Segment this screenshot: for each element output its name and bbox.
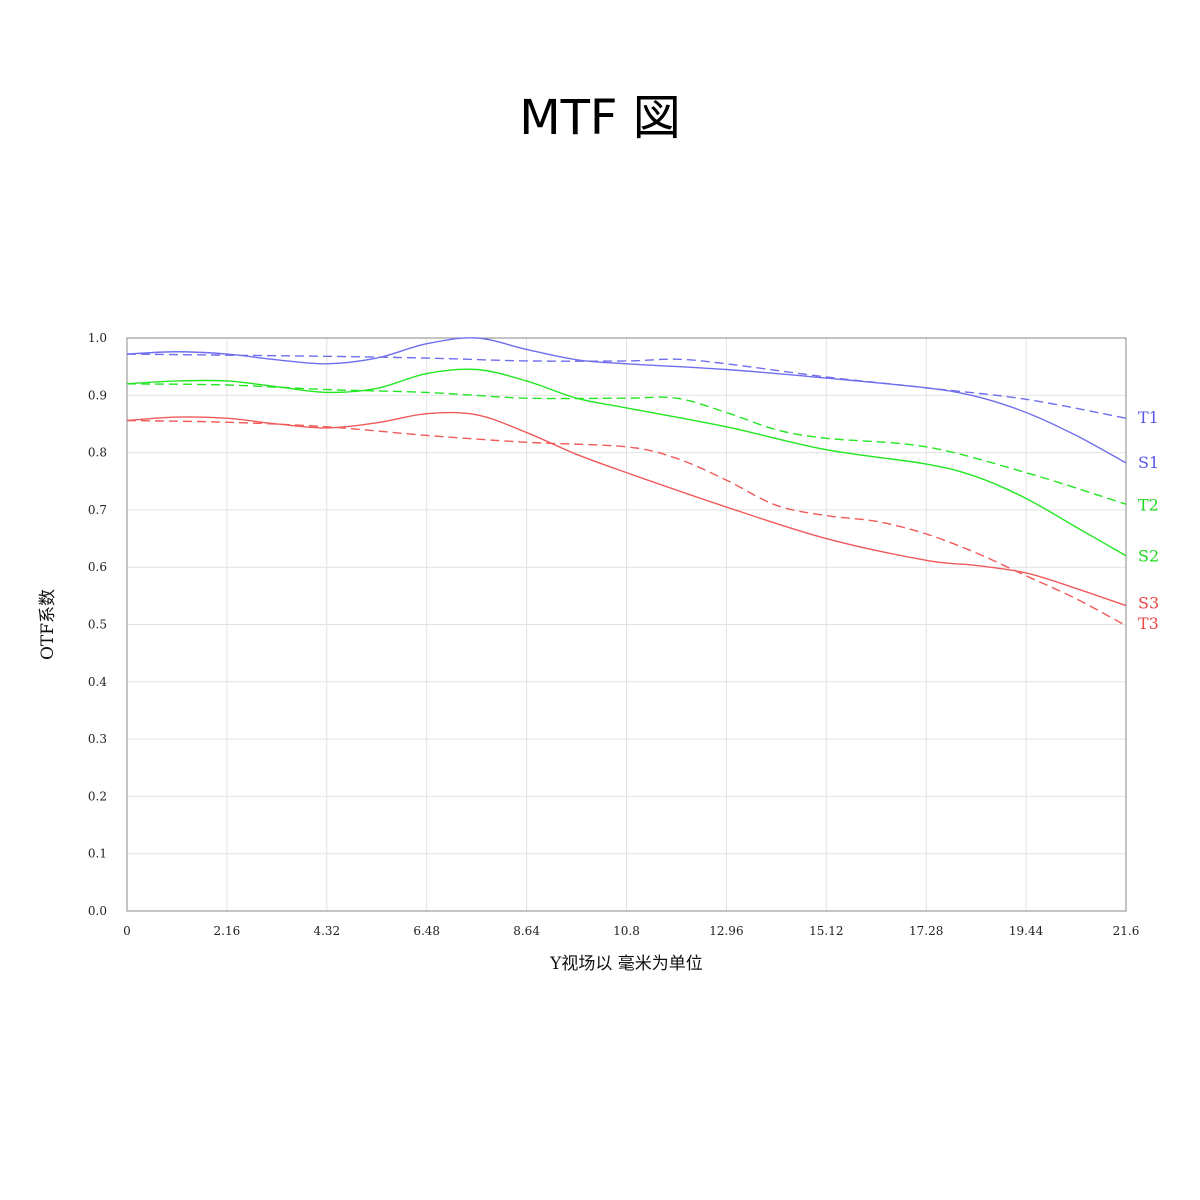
x-tick-label: 2.16	[214, 924, 241, 938]
y-tick-label: 0.9	[88, 388, 107, 402]
series-line-s2	[126, 368, 1127, 557]
y-tick-label: 0.5	[88, 618, 107, 632]
y-tick-label: 0.2	[88, 789, 107, 803]
series-label-t1: T1	[1138, 408, 1159, 427]
x-axis-label: Y视场以 毫米为单位	[549, 954, 703, 974]
x-tick-label: 17.28	[909, 924, 943, 938]
y-tick-label: 0.4	[88, 675, 107, 689]
series-lines	[126, 337, 1127, 627]
y-tick-label: 0.1	[88, 847, 107, 861]
x-tick-labels: 0 2.16 4.32 6.48 8.64 10.8 12.96 15.12 17.28 19.4…	[123, 924, 1139, 938]
y-tick-label: 0.0	[88, 904, 107, 918]
series-label-t3: T3	[1138, 614, 1159, 633]
x-tick-label: 4.32	[313, 924, 340, 938]
series-line-t3	[126, 419, 1127, 627]
series-label-s3: S3	[1138, 593, 1159, 612]
x-tick-label: 6.48	[413, 924, 440, 938]
x-tick-label: 12.96	[709, 924, 743, 938]
y-tick-label: 0.3	[88, 732, 107, 746]
series-line-s3	[126, 411, 1127, 607]
series-label-s1: S1	[1138, 453, 1159, 472]
x-tick-label: 0	[123, 924, 131, 938]
y-tick-label: 1.0	[88, 331, 107, 345]
series-label-t2: T2	[1138, 495, 1159, 514]
plot-frame	[126, 337, 1127, 912]
x-tick-label: 15.12	[809, 924, 843, 938]
y-tick-label: 0.7	[88, 503, 107, 517]
x-tick-label: 8.64	[513, 924, 540, 938]
series-label-s2: S2	[1138, 546, 1159, 565]
y-tick-labels: 0.0 0.1 0.2 0.3 0.4 0.5 0.6 0.7 0.8 0.9 1.0	[88, 331, 107, 918]
x-tick-label: 10.8	[613, 924, 640, 938]
series-end-labels: T1 S1 T2 S2 S3 T3	[1138, 408, 1159, 633]
y-tick-label: 0.6	[88, 560, 107, 574]
series-line-s1	[126, 337, 1127, 464]
series-line-t1	[126, 353, 1127, 419]
x-tick-label: 21.6	[1113, 924, 1140, 938]
x-tick-label: 19.44	[1009, 924, 1044, 938]
chart-title: MTF 図	[519, 90, 681, 146]
y-axis-label: OTF系数	[38, 589, 58, 660]
y-tick-label: 0.8	[88, 446, 107, 460]
series-line-t2	[126, 383, 1127, 505]
